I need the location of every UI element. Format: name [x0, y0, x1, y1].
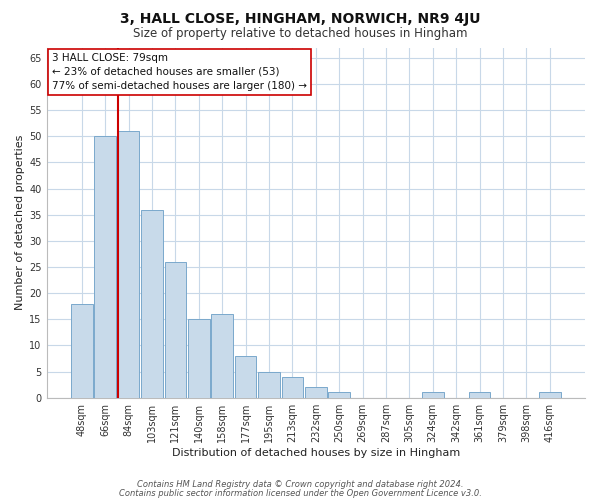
Y-axis label: Number of detached properties: Number of detached properties — [15, 135, 25, 310]
Text: Contains HM Land Registry data © Crown copyright and database right 2024.: Contains HM Land Registry data © Crown c… — [137, 480, 463, 489]
Text: Size of property relative to detached houses in Hingham: Size of property relative to detached ho… — [133, 28, 467, 40]
Bar — [188, 320, 209, 398]
Text: 3 HALL CLOSE: 79sqm
← 23% of detached houses are smaller (53)
77% of semi-detach: 3 HALL CLOSE: 79sqm ← 23% of detached ho… — [52, 53, 307, 91]
Bar — [258, 372, 280, 398]
Bar — [94, 136, 116, 398]
Bar — [539, 392, 560, 398]
Bar — [422, 392, 443, 398]
Bar — [235, 356, 256, 398]
X-axis label: Distribution of detached houses by size in Hingham: Distribution of detached houses by size … — [172, 448, 460, 458]
Bar — [164, 262, 186, 398]
Bar — [141, 210, 163, 398]
Bar — [211, 314, 233, 398]
Bar — [71, 304, 92, 398]
Bar — [118, 131, 139, 398]
Bar — [328, 392, 350, 398]
Bar — [281, 377, 303, 398]
Text: Contains public sector information licensed under the Open Government Licence v3: Contains public sector information licen… — [119, 488, 481, 498]
Bar — [469, 392, 490, 398]
Text: 3, HALL CLOSE, HINGHAM, NORWICH, NR9 4JU: 3, HALL CLOSE, HINGHAM, NORWICH, NR9 4JU — [120, 12, 480, 26]
Bar — [305, 388, 326, 398]
